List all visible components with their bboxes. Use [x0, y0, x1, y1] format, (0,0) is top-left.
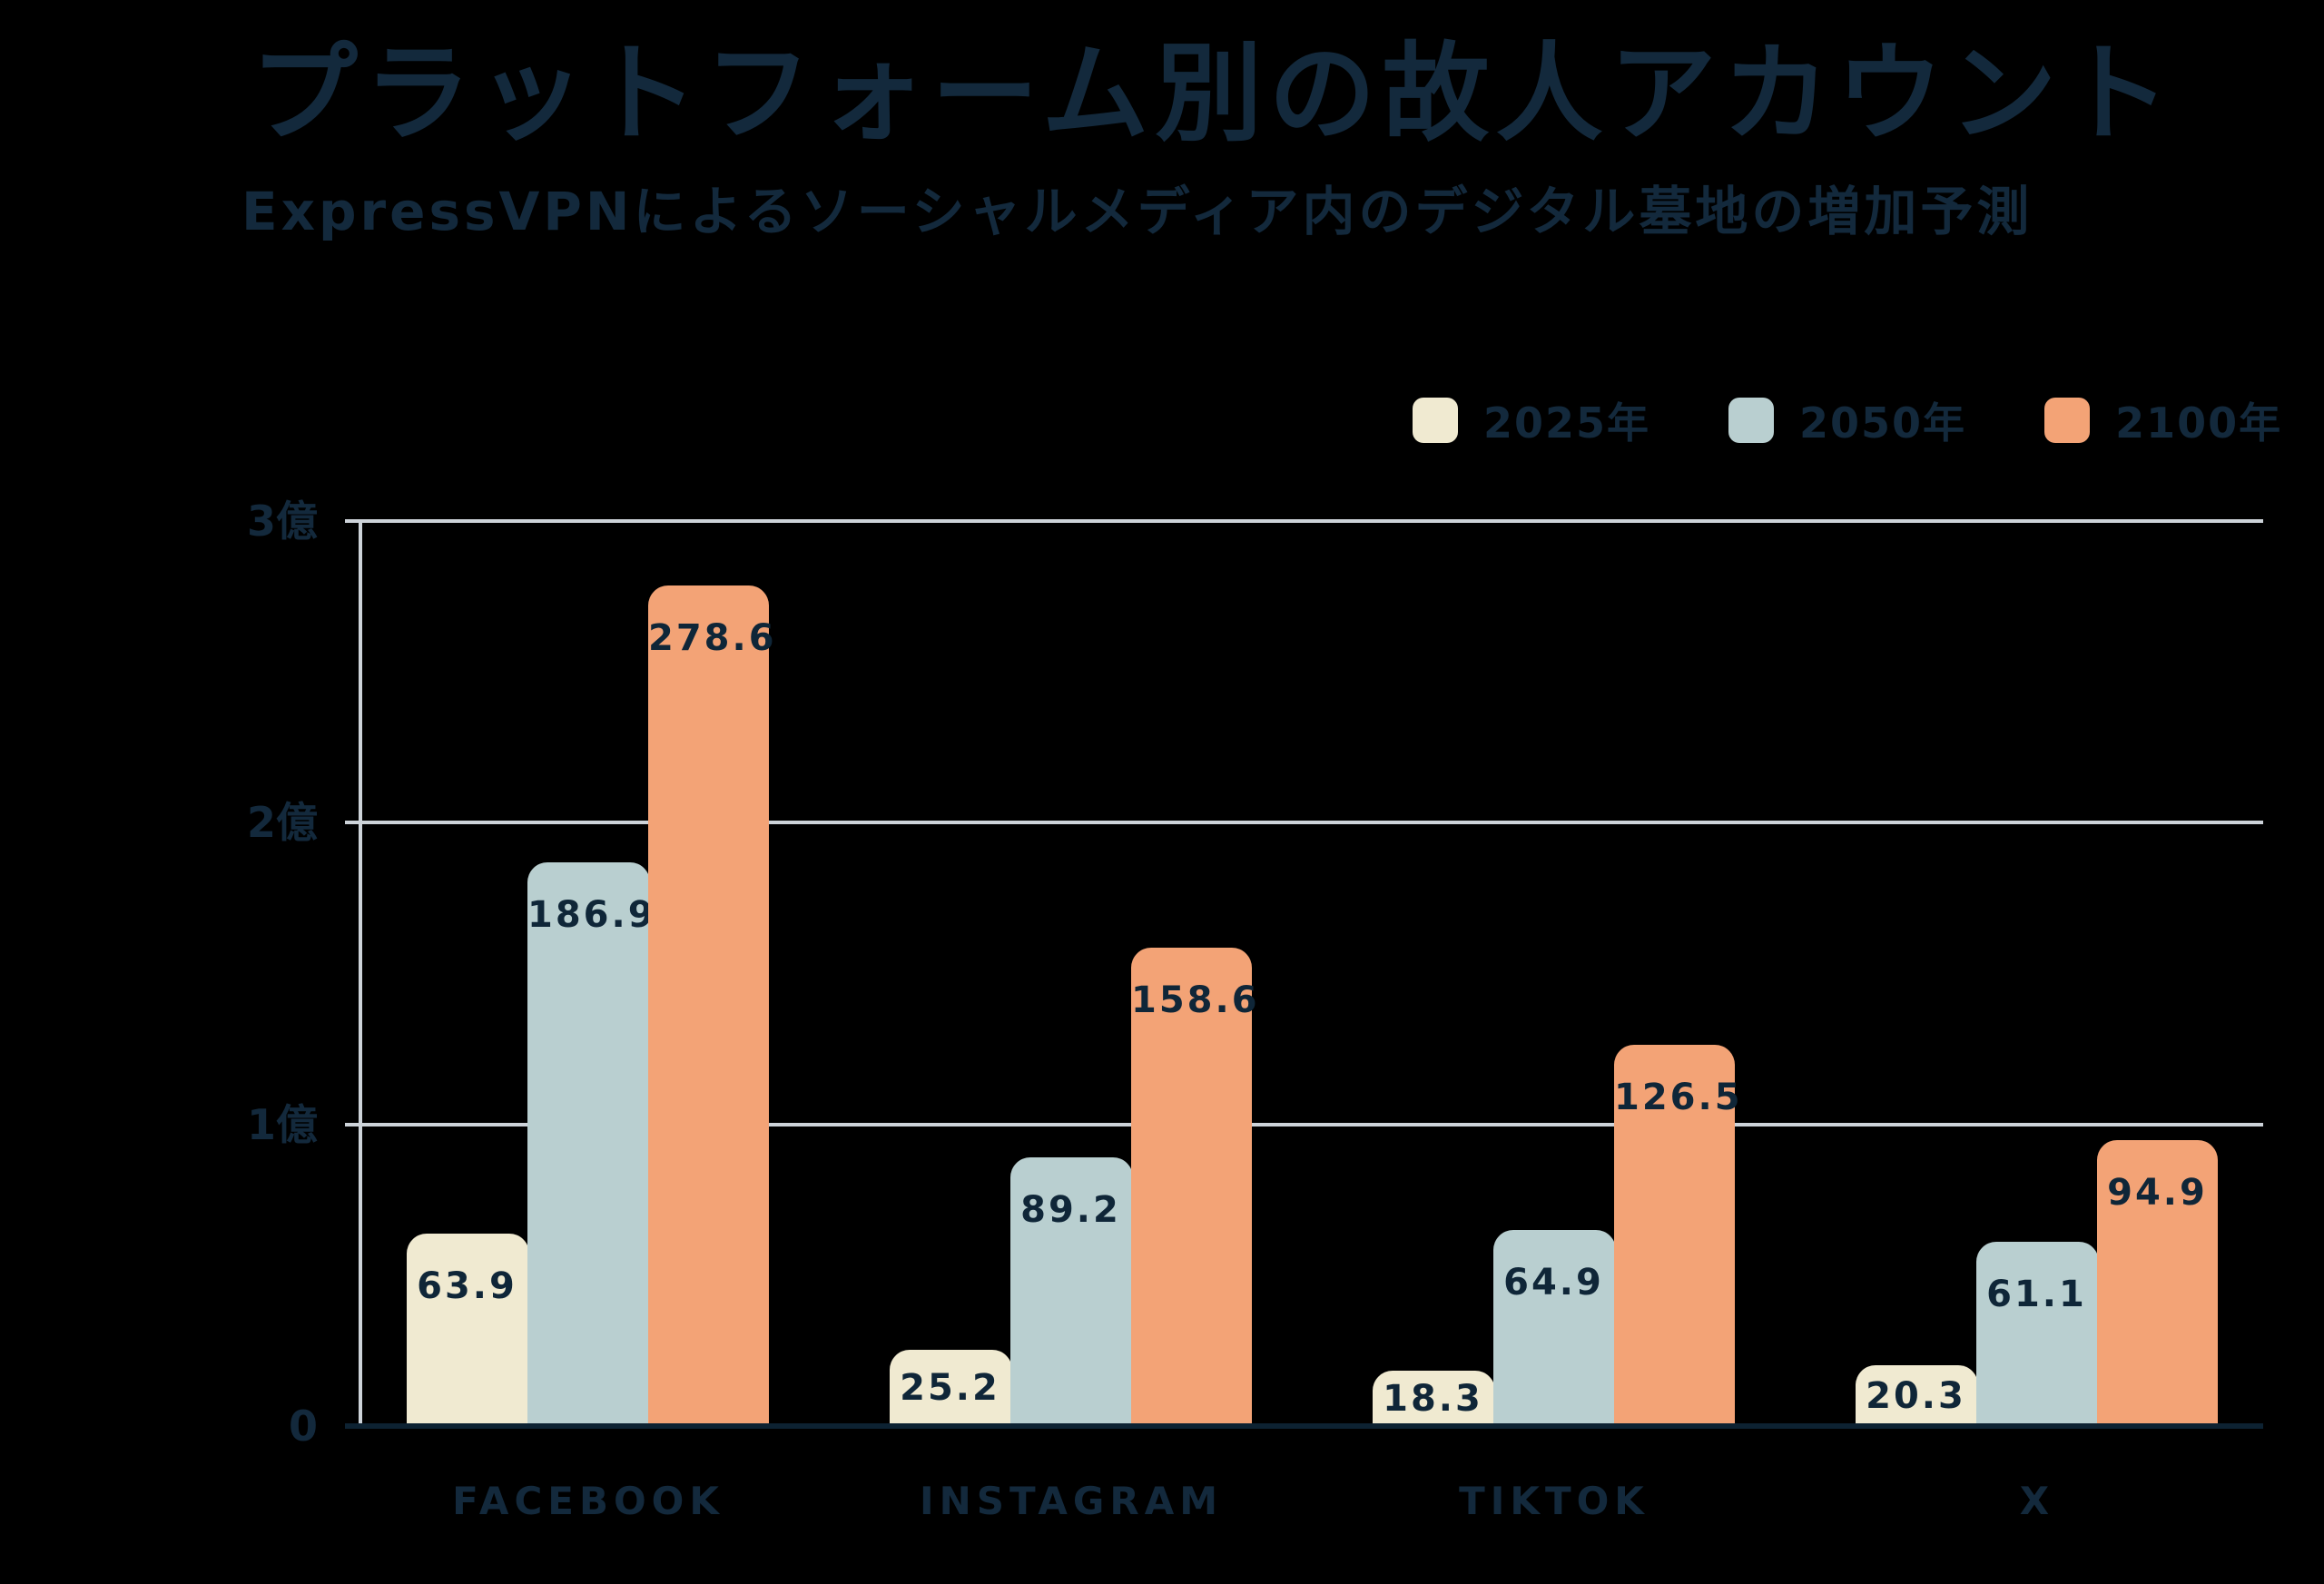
gridline-1億 — [345, 1123, 2263, 1127]
bar-2100年-x — [2097, 1140, 2218, 1426]
category-label-tiktok: TIKTOK — [1459, 1479, 1649, 1523]
bar-value-2025年-facebook: 63.9 — [417, 1265, 517, 1307]
chart-legend: 2025年 2050年 2100年 — [1413, 390, 2282, 450]
bar-value-2100年-instagram: 158.6 — [1131, 979, 1260, 1021]
bar-2050年-tiktok — [1493, 1230, 1616, 1426]
bar-value-2050年-facebook: 186.9 — [527, 894, 656, 936]
bar-value-2050年-instagram: 89.2 — [1020, 1189, 1121, 1231]
bar-2025年-facebook — [407, 1234, 529, 1426]
legend-item-2025年: 2025年 — [1413, 390, 1650, 450]
bar-2025年-instagram — [890, 1350, 1012, 1426]
page-title: プラットフォーム別の故人アカウント — [251, 31, 2177, 156]
bar-2050年-x — [1976, 1242, 2099, 1426]
bar-value-2025年-tiktok: 18.3 — [1383, 1378, 1483, 1420]
bar-value-2050年-tiktok: 64.9 — [1503, 1262, 1604, 1304]
bar-2050年-facebook — [527, 862, 650, 1426]
bar-2050年-instagram — [1010, 1157, 1133, 1426]
y-axis-label-3億: 3億 — [246, 497, 318, 546]
legend-swatch-2100年 — [2044, 398, 2091, 443]
gridline-3億 — [345, 519, 2263, 523]
bar-2025年-x — [1856, 1365, 1978, 1426]
category-label-instagram: INSTAGRAM — [919, 1479, 1224, 1523]
legend-item-2050年: 2050年 — [1728, 390, 1966, 450]
y-axis-line — [359, 521, 362, 1426]
legend-swatch-2025年 — [1413, 398, 1458, 443]
bar-value-2100年-x: 94.9 — [2107, 1172, 2208, 1214]
bar-2100年-tiktok — [1614, 1045, 1735, 1426]
gridline-2億 — [345, 821, 2263, 824]
bar-value-2100年-facebook: 278.6 — [648, 617, 777, 659]
legend-swatch-2050年 — [1728, 398, 1775, 443]
y-axis-label-0: 0 — [288, 1402, 318, 1451]
legend-label-2100年: 2100年 — [2115, 398, 2283, 448]
bar-value-2050年-x: 61.1 — [1986, 1274, 2087, 1315]
page-subtitle: ExpressVPNによるソーシャルメディア内のデジタル墓地の増加予測 — [241, 181, 2034, 242]
x-axis-line — [345, 1423, 2263, 1429]
legend-label-2050年: 2050年 — [1799, 398, 1967, 448]
bar-2100年-facebook — [648, 585, 769, 1426]
category-label-facebook: FACEBOOK — [452, 1479, 724, 1523]
bar-value-2100年-tiktok: 126.5 — [1614, 1077, 1743, 1118]
y-axis-label-2億: 2億 — [246, 798, 318, 847]
bar-2100年-instagram — [1131, 948, 1252, 1426]
bar-2025年-tiktok — [1373, 1371, 1495, 1426]
y-axis-label-1億: 1億 — [246, 1100, 318, 1149]
bar-value-2025年-x: 20.3 — [1866, 1375, 1966, 1417]
bar-value-2025年-instagram: 25.2 — [900, 1367, 1000, 1409]
category-label-x: X — [2019, 1479, 2055, 1523]
legend-item-2100年: 2100年 — [2044, 390, 2282, 450]
legend-label-2025年: 2025年 — [1483, 398, 1651, 448]
